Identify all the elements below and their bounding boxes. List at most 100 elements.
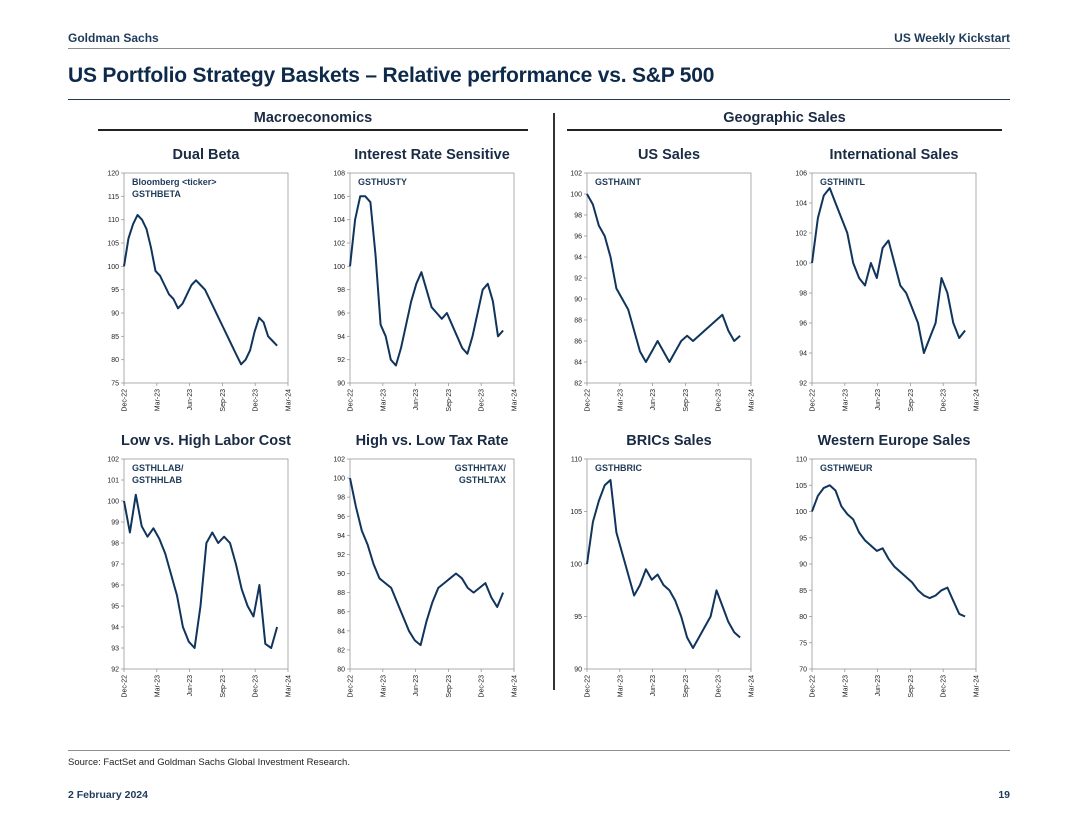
- y-tick-label: 90: [337, 381, 345, 388]
- x-tick-label: Jun-23: [650, 675, 657, 697]
- section-macroeconomics: Macroeconomics: [253, 110, 373, 126]
- footer-date: 2 February 2024: [68, 789, 148, 801]
- x-tick-label: Sep-23: [683, 389, 690, 412]
- y-tick-label: 90: [111, 311, 119, 318]
- x-tick-label: Sep-23: [683, 675, 690, 698]
- section-divider: [553, 113, 555, 690]
- y-tick-label: 104: [795, 201, 807, 208]
- y-tick-label: 86: [337, 609, 345, 616]
- x-tick-label: Dec-22: [122, 675, 129, 698]
- x-tick-label: Dec-23: [716, 389, 723, 412]
- y-tick-label: 100: [333, 264, 345, 271]
- x-tick-label: Jun-23: [875, 389, 882, 411]
- x-tick-label: Dec-22: [810, 675, 817, 698]
- x-tick-label: Mar-23: [617, 675, 624, 697]
- ticker-annotation: GSTHBRIC: [595, 463, 643, 473]
- y-tick-label: 96: [799, 321, 807, 328]
- x-tick-label: Mar-24: [512, 675, 519, 697]
- y-tick-label: 92: [337, 357, 345, 364]
- y-tick-label: 102: [570, 171, 582, 178]
- y-tick-label: 82: [574, 381, 582, 388]
- chart-4: International Sales 92 94 96 98 100 102 104 106 D…: [795, 147, 980, 412]
- y-tick-label: 80: [337, 667, 345, 674]
- y-tick-label: 70: [799, 667, 807, 674]
- y-tick-label: 80: [111, 357, 119, 364]
- y-tick-label: 101: [107, 478, 119, 485]
- y-tick-label: 94: [574, 255, 582, 262]
- x-tick-label: Mar-24: [286, 389, 293, 411]
- y-tick-label: 100: [333, 476, 345, 483]
- x-tick-label: Mar-23: [842, 389, 849, 411]
- y-tick-label: 106: [333, 194, 345, 201]
- y-tick-label: 92: [337, 552, 345, 559]
- chart-7: BRICs Sales 90 95 100 105 110 Dec-22 Mar-23 Jun-…: [570, 433, 756, 698]
- x-tick-label: Mar-24: [974, 675, 981, 697]
- y-tick-label: 102: [333, 241, 345, 248]
- x-tick-label: Mar-24: [749, 675, 756, 697]
- plot-area: [811, 458, 977, 670]
- y-tick-label: 120: [107, 171, 119, 178]
- plot-area: [349, 172, 515, 384]
- y-tick-label: 96: [574, 234, 582, 241]
- ticker-annotation: GSTHLLAB/: [132, 463, 184, 473]
- x-tick-label: Dec-22: [348, 675, 355, 698]
- section-geographic-sales: Geographic Sales: [723, 110, 846, 126]
- section-rule-geographic-sales: [567, 129, 1002, 131]
- ticker-annotation: Bloomberg <ticker>: [132, 177, 217, 187]
- chart-title: BRICs Sales: [626, 433, 711, 449]
- x-tick-label: Mar-23: [617, 389, 624, 411]
- y-tick-label: 85: [111, 334, 119, 341]
- chart-2: Interest Rate Sensitive 90 92 94 96 98 100 102 1…: [333, 147, 518, 412]
- y-tick-label: 86: [574, 339, 582, 346]
- y-tick-label: 105: [107, 241, 119, 248]
- y-tick-label: 98: [799, 291, 807, 298]
- y-tick-label: 105: [795, 483, 807, 490]
- y-tick-label: 75: [799, 640, 807, 647]
- y-tick-label: 98: [111, 541, 119, 548]
- y-tick-label: 88: [574, 318, 582, 325]
- y-tick-label: 95: [799, 535, 807, 542]
- y-tick-label: 97: [111, 562, 119, 569]
- x-tick-label: Sep-23: [446, 675, 453, 698]
- chart-3: US Sales 82 84 86 88 90 92 94 96 98 100 102 Dec-22 Ma…: [570, 147, 755, 412]
- y-tick-label: 80: [799, 614, 807, 621]
- x-tick-label: Sep-23: [908, 389, 915, 412]
- y-tick-label: 104: [333, 217, 345, 224]
- chart-8: Western Europe Sales 70 75 80 85 90 95 100 105 11…: [795, 433, 981, 698]
- y-tick-label: 90: [574, 667, 582, 674]
- y-tick-label: 105: [570, 509, 582, 516]
- chart-title: Western Europe Sales: [818, 433, 971, 449]
- plot-area: [123, 172, 289, 384]
- y-tick-label: 110: [108, 217, 119, 224]
- ticker-annotation: GSTHLTAX: [459, 475, 506, 485]
- page-title: US Portfolio Strategy Baskets – Relative…: [68, 64, 715, 87]
- y-tick-label: 84: [574, 360, 582, 367]
- chart-title: High vs. Low Tax Rate: [356, 433, 509, 449]
- x-tick-label: Dec-23: [479, 389, 486, 412]
- x-tick-label: Dec-22: [122, 389, 129, 412]
- x-tick-label: Mar-23: [380, 675, 387, 697]
- ticker-annotation: GSTHAINT: [595, 177, 642, 187]
- y-tick-label: 95: [111, 287, 119, 294]
- chart-title: Dual Beta: [173, 147, 241, 163]
- y-tick-label: 98: [337, 287, 345, 294]
- y-tick-label: 94: [337, 334, 345, 341]
- y-tick-label: 92: [574, 276, 582, 283]
- y-tick-label: 102: [333, 457, 345, 464]
- series-line: [586, 193, 741, 363]
- series-line: [349, 477, 505, 647]
- y-tick-label: 102: [795, 231, 807, 238]
- y-tick-label: 98: [574, 213, 582, 220]
- x-tick-label: Dec-23: [253, 389, 260, 412]
- top-header: Goldman Sachs US Weekly Kickstart: [68, 30, 1010, 49]
- y-tick-label: 96: [111, 583, 119, 590]
- x-tick-label: Mar-23: [842, 675, 849, 697]
- x-tick-label: Mar-23: [380, 389, 387, 411]
- series-line: [349, 195, 504, 367]
- x-tick-label: Dec-22: [348, 389, 355, 412]
- chart-title: US Sales: [638, 147, 700, 163]
- x-tick-label: Dec-23: [253, 675, 260, 698]
- plot-area: [586, 172, 752, 384]
- y-tick-label: 92: [111, 667, 119, 674]
- y-tick-label: 90: [574, 297, 582, 304]
